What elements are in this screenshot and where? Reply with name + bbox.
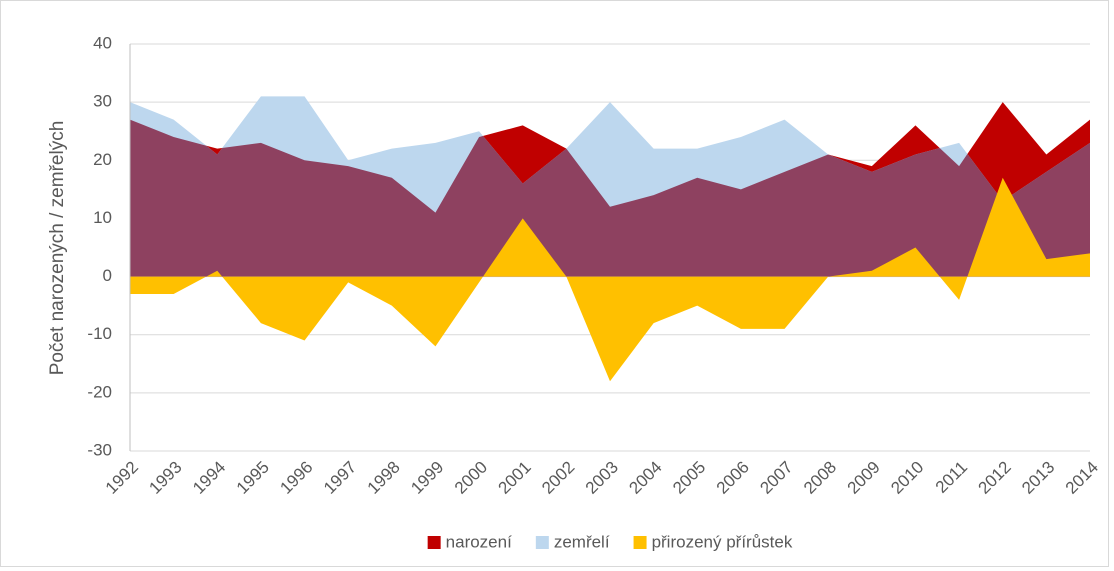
legend-label: zemřelí [554, 532, 610, 551]
legend-swatch [427, 536, 441, 549]
y-tick-label: -30 [87, 440, 112, 459]
legend: narození zemřelí přirozený přírůstek [427, 532, 793, 551]
y-tick-label: -20 [87, 382, 112, 401]
y-tick-label: 40 [93, 33, 112, 52]
legend-label: přirozený přírůstek [652, 532, 793, 551]
area [130, 177, 1090, 382]
y-tick-label: 10 [93, 208, 112, 227]
legend-swatch [633, 536, 647, 549]
y-tick-label: -10 [87, 324, 112, 343]
y-axis-label: Počet narozených / zemřelých [47, 121, 68, 376]
y-tick-label: 0 [103, 266, 112, 285]
legend-label: narození [446, 532, 512, 551]
y-tick-label: 20 [93, 150, 112, 169]
y-tick-label: 30 [93, 92, 112, 111]
legend-swatch [535, 536, 549, 549]
